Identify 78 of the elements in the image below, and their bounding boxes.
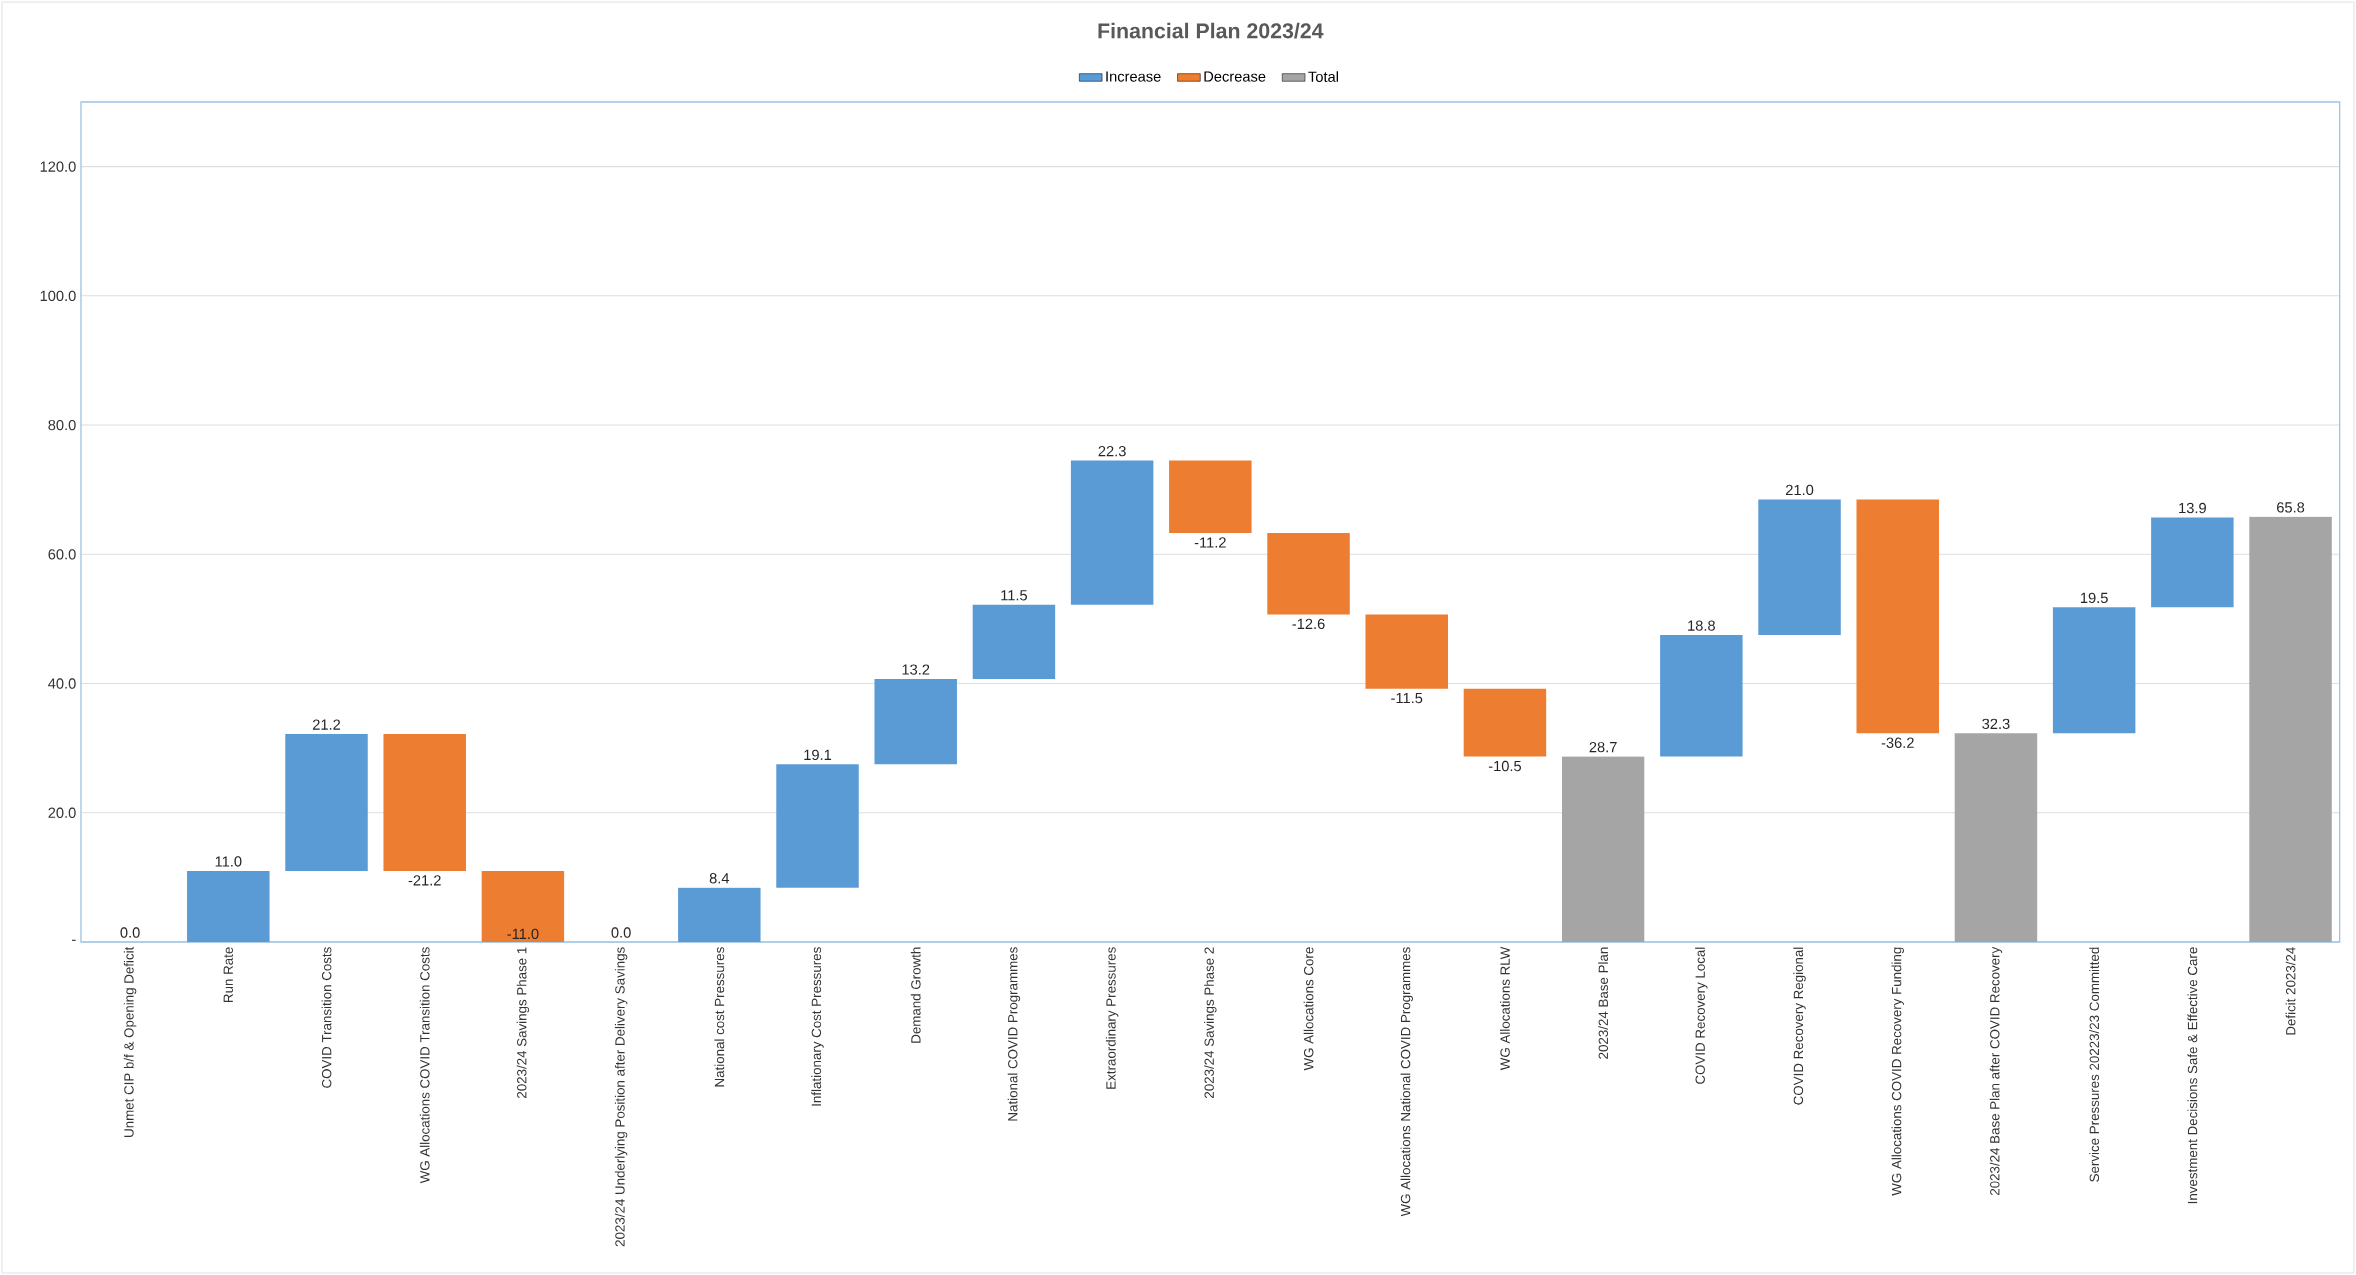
x-tick-label: 2023/24 Underlying Position after Delivery Savings [614,947,628,1247]
data-label: 13.2 [902,664,930,675]
bar [1070,460,1154,605]
bar [285,733,368,871]
y-tick-label: 60.0 [48,549,76,560]
x-tick-label: National cost Pressures [714,947,725,1087]
data-label: -21.2 [408,875,441,886]
bar [1660,635,1743,757]
x-tick-label: 2023/24 Base Plan [1598,947,1609,1059]
x-tick-label: National COVID Programmes [1007,947,1021,1121]
data-label: 11.0 [215,856,242,867]
bar [972,604,1056,680]
bar [383,733,466,871]
y-tick-label: 40.0 [48,678,76,689]
x-tick-label: Inflationary Cost Pressures [811,947,824,1106]
chart-title: Financial Plan 2023/24 [1098,22,1324,39]
bar [1954,733,2038,942]
x-tick-label: Deficit 2023/24 [2285,947,2296,1035]
x-tick-label: 2023/24 Base Plan after COVID Recovery [1989,946,2003,1196]
data-label: -11.5 [1391,692,1423,704]
bar [187,870,270,942]
x-tick-label: Run Rate [223,947,233,1002]
x-tick-label: Demand Growth [910,947,921,1043]
x-tick-label: Service Pressures 20223/23 Committed [2089,947,2100,1182]
y-tick-label: 120.0 [40,161,76,172]
data-label: -36.2 [1881,737,1914,748]
bar [1856,499,1939,734]
x-tick-label: Unmet CIP b/f & Opening Deficit [123,946,137,1137]
x-tick-label: 2023/24 Savings Phase 1 [516,947,530,1099]
bar [2151,517,2234,608]
legend-label: Total [1308,71,1338,82]
data-label: 21.0 [1786,484,1814,496]
data-label: 19.5 [2080,592,2108,604]
y-tick-label: - [72,939,76,941]
bar [2052,607,2136,734]
data-label: 19.1 [804,749,832,761]
data-label: -11.2 [1194,537,1226,548]
data-label: 13.9 [2179,502,2206,514]
bar [1758,499,1841,636]
data-label: 32.3 [1982,718,2010,730]
bar [678,887,761,942]
x-tick-label: COVID Transition Costs [321,947,332,1088]
bar [1365,614,1448,689]
bar [1267,532,1350,615]
data-label: -12.6 [1292,618,1325,630]
x-tick-label: COVID Recovery Local [1695,947,1708,1084]
x-tick-label: WG Allocations COVID Recovery Funding [1891,947,1904,1196]
data-label: 21.2 [312,719,341,730]
data-label: 0.0 [120,927,140,938]
x-tick-label: COVID Recovery Regional [1793,947,1806,1105]
legend-label: Decrease [1204,71,1266,82]
bar [1169,460,1252,533]
x-tick-label: WG Allocations National COVID Programmes [1400,947,1413,1217]
bar [1463,688,1547,757]
x-tick-label: WG Allocations Core [1303,947,1314,1071]
data-label: 28.7 [1589,741,1617,753]
data-label: -10.5 [1488,760,1522,772]
y-tick-label: 20.0 [48,807,76,818]
x-tick-label: Extraordinary Pressures [1105,947,1119,1089]
x-tick-label: WG Allocations COVID Transition Costs [419,947,430,1184]
data-label: -11.0 [507,928,539,940]
legend-label: Increase [1106,71,1161,82]
data-label: 22.3 [1098,445,1126,457]
x-tick-label: 2023/24 Savings Phase 2 [1204,947,1217,1099]
data-label: 18.8 [1688,620,1715,631]
bar [776,764,859,888]
bar [874,679,957,765]
x-tick-label: Investment Decisions Safe & Effective Care [2187,947,2198,1204]
data-label: 0.0 [611,927,631,938]
y-tick-label: 80.0 [48,419,76,431]
y-tick-label: 100.0 [40,290,76,302]
bar [1561,756,1645,942]
bar [481,870,565,942]
data-label: 65.8 [2277,502,2305,513]
data-label: 8.4 [709,873,730,884]
data-label: 11.5 [1001,590,1028,601]
x-tick-label: WG Allocations RLW [1500,946,1510,1071]
bar [2249,516,2332,942]
